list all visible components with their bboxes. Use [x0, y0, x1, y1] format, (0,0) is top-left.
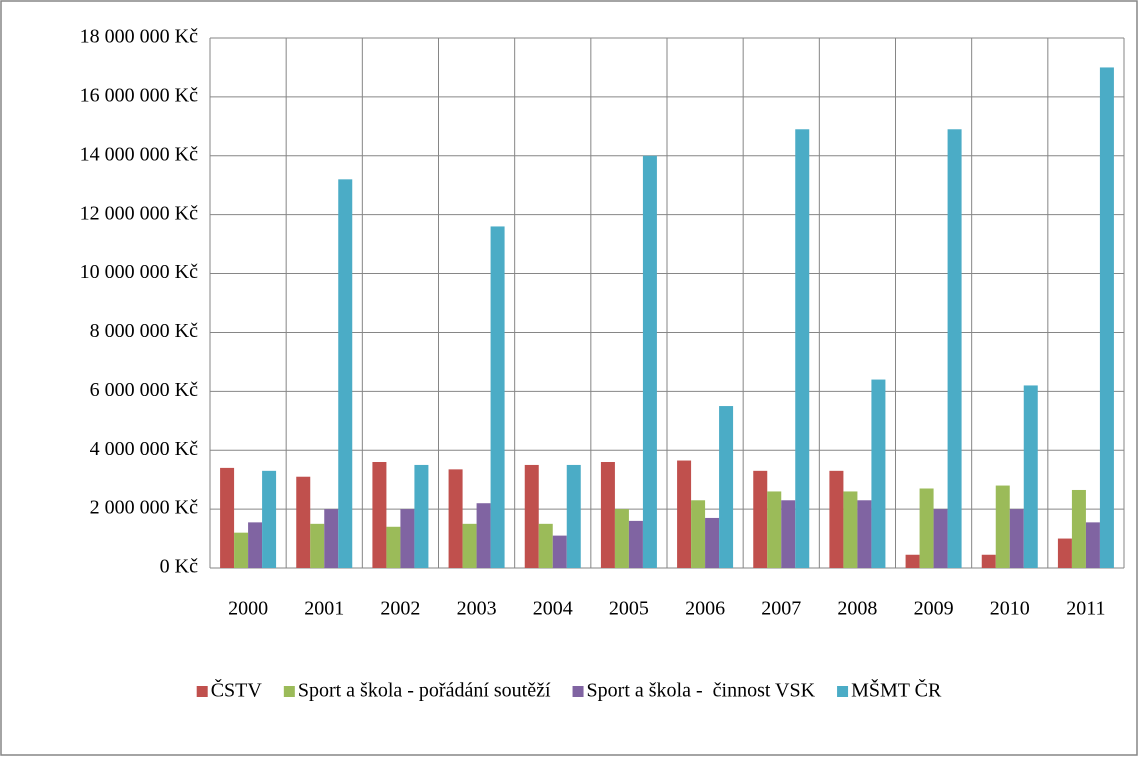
legend-label: MŠMT ČR [851, 678, 942, 702]
bar [947, 129, 962, 568]
y-tick-label: 4 000 000 Kč [90, 438, 198, 460]
x-tick-label: 2000 [228, 598, 268, 620]
y-tick-label: 18 000 000 Kč [80, 26, 198, 48]
bar [296, 476, 311, 568]
x-tick-label: 2011 [1066, 598, 1105, 620]
x-tick-label: 2002 [380, 598, 420, 620]
y-tick-label: 10 000 000 Kč [80, 261, 198, 283]
x-tick-label: 2003 [457, 598, 497, 620]
bar [905, 554, 920, 568]
bar [324, 509, 339, 568]
bar [767, 491, 782, 568]
x-tick-label: 2007 [761, 598, 801, 620]
legend-label: Sport a škola - činnost VSK [587, 680, 816, 702]
bar [372, 462, 387, 568]
legend-swatch [572, 686, 584, 697]
bar [1099, 67, 1114, 568]
legend-swatch [196, 686, 208, 697]
x-tick-label: 2009 [914, 598, 954, 620]
bar [871, 379, 886, 568]
bar [414, 464, 429, 568]
y-tick-label: 8 000 000 Kč [90, 320, 198, 342]
bar [338, 179, 353, 569]
y-tick-label: 14 000 000 Kč [80, 143, 198, 165]
bar [538, 523, 553, 568]
bar [857, 500, 872, 568]
x-tick-label: 2010 [990, 598, 1030, 620]
bar [462, 523, 477, 568]
bar [262, 470, 277, 568]
bar [220, 467, 235, 568]
bar [919, 488, 934, 568]
bar [933, 509, 948, 568]
bar [386, 526, 401, 568]
bar [552, 535, 567, 568]
x-tick-label: 2004 [533, 598, 573, 620]
bar [705, 517, 720, 568]
y-tick-label: 6 000 000 Kč [90, 379, 198, 401]
y-tick-label: 12 000 000 Kč [80, 202, 198, 224]
bar [1009, 509, 1024, 568]
bar [795, 129, 810, 568]
bar [490, 226, 505, 568]
bar [476, 503, 491, 568]
x-tick-label: 2006 [685, 598, 725, 620]
x-tick-label: 2005 [609, 598, 649, 620]
bar [566, 464, 581, 568]
x-tick-label: 2008 [837, 598, 877, 620]
bar [400, 509, 415, 568]
bar [691, 500, 706, 568]
bar [829, 470, 844, 568]
bar [524, 464, 539, 568]
bar [600, 462, 615, 568]
legend-swatch [837, 686, 849, 697]
bar [448, 469, 463, 568]
bar [234, 532, 249, 568]
legend-swatch [283, 686, 295, 697]
bar [781, 500, 796, 568]
bar [1057, 538, 1072, 568]
bar [981, 554, 996, 568]
bar [753, 470, 768, 568]
bar [719, 406, 734, 568]
legend-label: Sport a škola - pořádání soutěží [298, 680, 551, 702]
bar [310, 523, 325, 568]
bar [628, 520, 643, 568]
bar [248, 522, 263, 568]
bar [1023, 385, 1038, 568]
legend-label: ČSTV [211, 678, 263, 702]
x-tick-label: 2001 [304, 598, 344, 620]
bar [642, 155, 657, 568]
y-tick-label: 2 000 000 Kč [90, 497, 198, 519]
bar [995, 485, 1010, 568]
bar [1071, 489, 1086, 568]
y-tick-label: 16 000 000 Kč [80, 84, 198, 106]
bar [1085, 522, 1100, 568]
bar [614, 509, 629, 568]
y-tick-label: 0 Kč [160, 556, 198, 578]
bar [677, 460, 692, 568]
bar [843, 491, 858, 568]
